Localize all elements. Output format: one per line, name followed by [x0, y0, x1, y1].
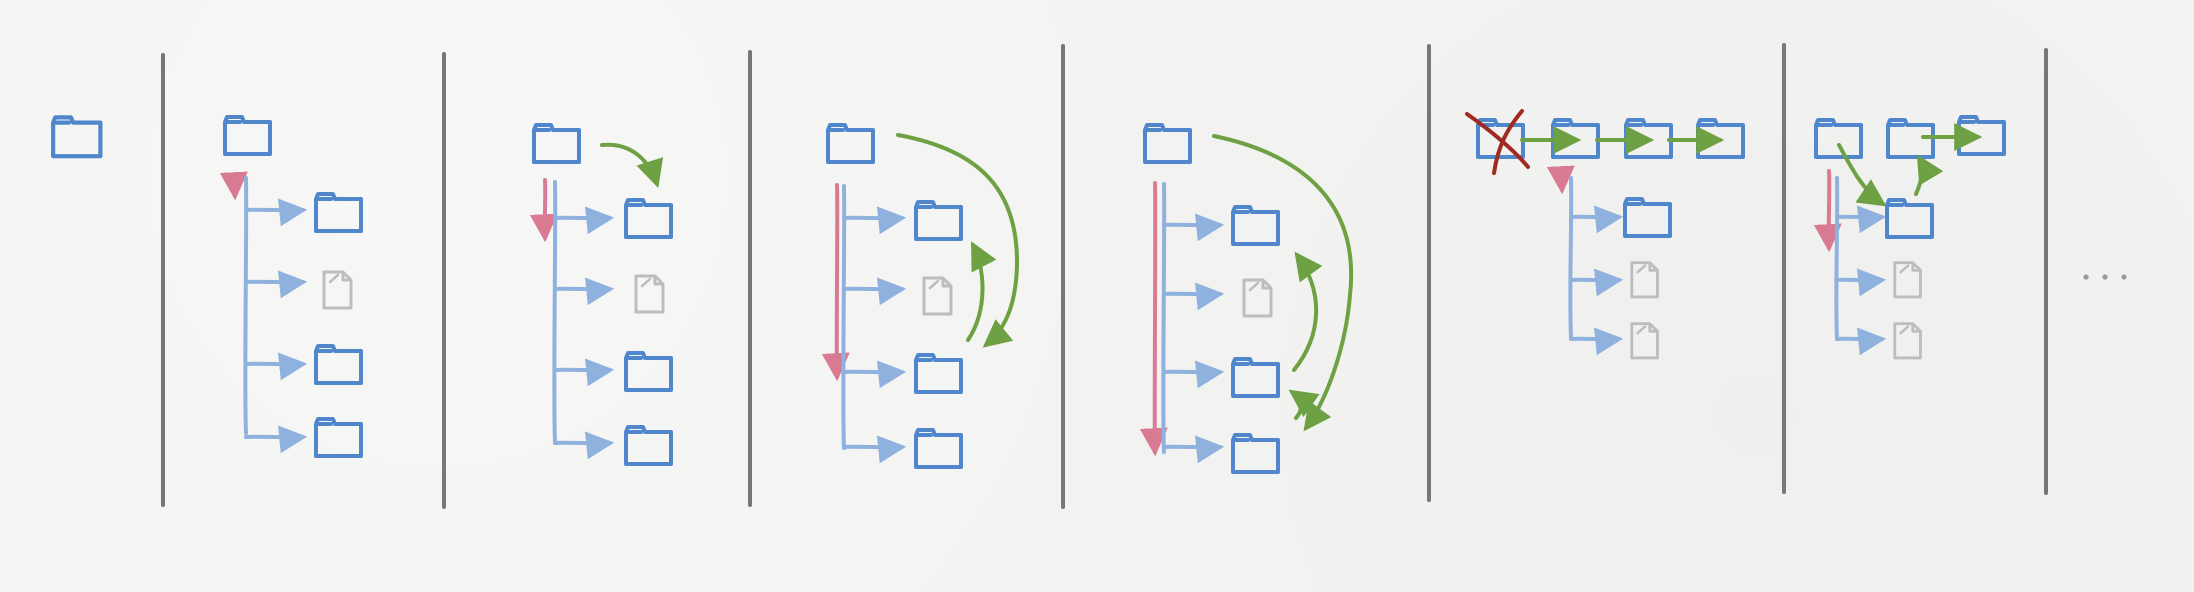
- panel-7-tree-branch-2: [1835, 268, 1887, 297]
- panel-3-folder-icon-2: [624, 351, 673, 392]
- panel-5-green-mid-arrow-icon: [1292, 251, 1323, 372]
- panel-2-folder-icon-3: [314, 417, 363, 458]
- panel-5-file-icon-1: [1242, 278, 1273, 318]
- panel-4-tree-stem: [841, 184, 847, 450]
- panel-2-tree-branch-2: [244, 270, 308, 299]
- panel-2-tree-stem: [243, 176, 249, 435]
- divider-6: [1781, 43, 1787, 494]
- ellipsis-dot-1: [2083, 274, 2089, 280]
- panel-3-file-icon-1: [634, 274, 665, 314]
- panel-7-folder-icon-2: [1957, 115, 2006, 156]
- panel-5-pink-arrow-icon: [1139, 181, 1168, 457]
- panel-5-green-long-arrow-icon: [1212, 134, 1354, 432]
- panel-6-tree-branch-1: [1569, 205, 1624, 234]
- panel-2-folder-icon-2: [314, 344, 363, 385]
- panel-3-folder-icon-3: [624, 425, 673, 466]
- panel-4-pink-arrow-icon: [821, 183, 850, 382]
- panel-6-file-icon-1: [1630, 261, 1659, 299]
- panel-6-cross-stroke-1: [1465, 112, 1530, 169]
- panel-7-pink-arrow-icon: [1813, 169, 1842, 253]
- panel-5-green-short-arrow-icon: [1288, 389, 1320, 420]
- panel-6-folder-icon-2: [1624, 118, 1673, 159]
- panel-6-folder-icon-1: [1551, 118, 1600, 159]
- panel-7-folder-icon-3: [1885, 198, 1934, 239]
- panel-5-tree-branch-4: [1162, 435, 1225, 464]
- divider-1: [160, 53, 166, 507]
- panel-5-root-folder-icon: [1143, 123, 1192, 164]
- panel-3-tree-branch-1: [553, 206, 615, 235]
- panel-5-tree-branch-2: [1162, 282, 1225, 311]
- divider-5: [1426, 44, 1432, 502]
- panel-4-green-long-arrow-icon: [896, 133, 1020, 348]
- panel-5-folder-icon-2: [1231, 357, 1280, 398]
- panel-4-folder-icon-2: [914, 353, 963, 394]
- panel-4-folder-icon-1: [914, 200, 963, 241]
- panel-3-tree-stem: [552, 180, 558, 444]
- panel-2-tree-branch-3: [244, 352, 308, 381]
- panel-4-root-folder-icon: [826, 123, 875, 164]
- panel-3-green-arrow-icon: [600, 142, 664, 189]
- panel-5-folder-icon-3: [1231, 433, 1280, 474]
- panel-7-green-arrow-icon-2: [1837, 143, 1887, 207]
- ellipsis-dot-3: [2121, 274, 2127, 280]
- panel-3-root-folder-icon: [532, 123, 581, 164]
- panel-2-tree-branch-4: [244, 425, 308, 454]
- panel-4-green-short-arrow-icon: [966, 241, 997, 342]
- divider-3: [747, 50, 753, 507]
- panel-3-folder-icon-1: [624, 198, 673, 239]
- panel-4-tree-branch-3: [842, 360, 907, 389]
- panel-7-folder-icon-1: [1886, 118, 1935, 159]
- panel-6-folder-icon-3: [1696, 118, 1745, 159]
- panel-3-tree-branch-4: [553, 431, 615, 460]
- panel-2-tree-branch-1: [244, 198, 308, 227]
- panel-6-cross-stroke-2: [1492, 109, 1524, 175]
- divider-7: [2043, 48, 2049, 495]
- panel-7-tree-branch-1: [1835, 205, 1887, 234]
- panel-4-tree-branch-2: [842, 277, 907, 306]
- divider-4: [1060, 44, 1066, 509]
- ellipsis-dot-2: [2102, 274, 2108, 280]
- panel-6-folder-icon-4: [1623, 197, 1672, 238]
- panel-7-green-arrow-icon-3: [1914, 154, 1944, 196]
- panel-4-tree-branch-4: [842, 435, 907, 464]
- panel-3-pink-arrow-icon: [529, 178, 558, 243]
- panel-6-pink-arrow-icon: [1546, 165, 1575, 195]
- panel-6-tree-branch-2: [1569, 268, 1624, 297]
- panel-7-tree-branch-3: [1835, 327, 1887, 356]
- panel-6-file-icon-2: [1630, 322, 1659, 360]
- panel-1-folder-icon: [51, 115, 103, 159]
- divider-2: [441, 52, 447, 509]
- panel-2-pink-arrow-icon: [219, 171, 248, 201]
- panel-5-tree-branch-3: [1162, 360, 1225, 389]
- panel-7-file-icon-1: [1893, 261, 1922, 299]
- panel-7-root-folder-icon: [1814, 118, 1863, 159]
- panel-5-folder-icon-1: [1231, 205, 1280, 246]
- panel-6-tree-branch-3: [1569, 327, 1624, 356]
- panel-2-root-folder-icon: [223, 115, 272, 156]
- panel-6-tree-stem: [1568, 176, 1574, 339]
- panel-4-file-icon-1: [922, 276, 953, 316]
- panel-5-tree-branch-1: [1162, 213, 1225, 242]
- panel-5-tree-stem: [1161, 182, 1167, 454]
- panel-2-file-icon-1: [322, 270, 353, 310]
- panel-3-tree-branch-2: [553, 277, 615, 306]
- panel-4-folder-icon-3: [914, 428, 963, 469]
- panel-7-file-icon-2: [1893, 322, 1922, 360]
- panel-4-tree-branch-1: [842, 206, 907, 235]
- panel-2-folder-icon-1: [314, 192, 363, 233]
- panel-7-tree-stem: [1834, 176, 1840, 341]
- panel-3-tree-branch-3: [553, 358, 615, 387]
